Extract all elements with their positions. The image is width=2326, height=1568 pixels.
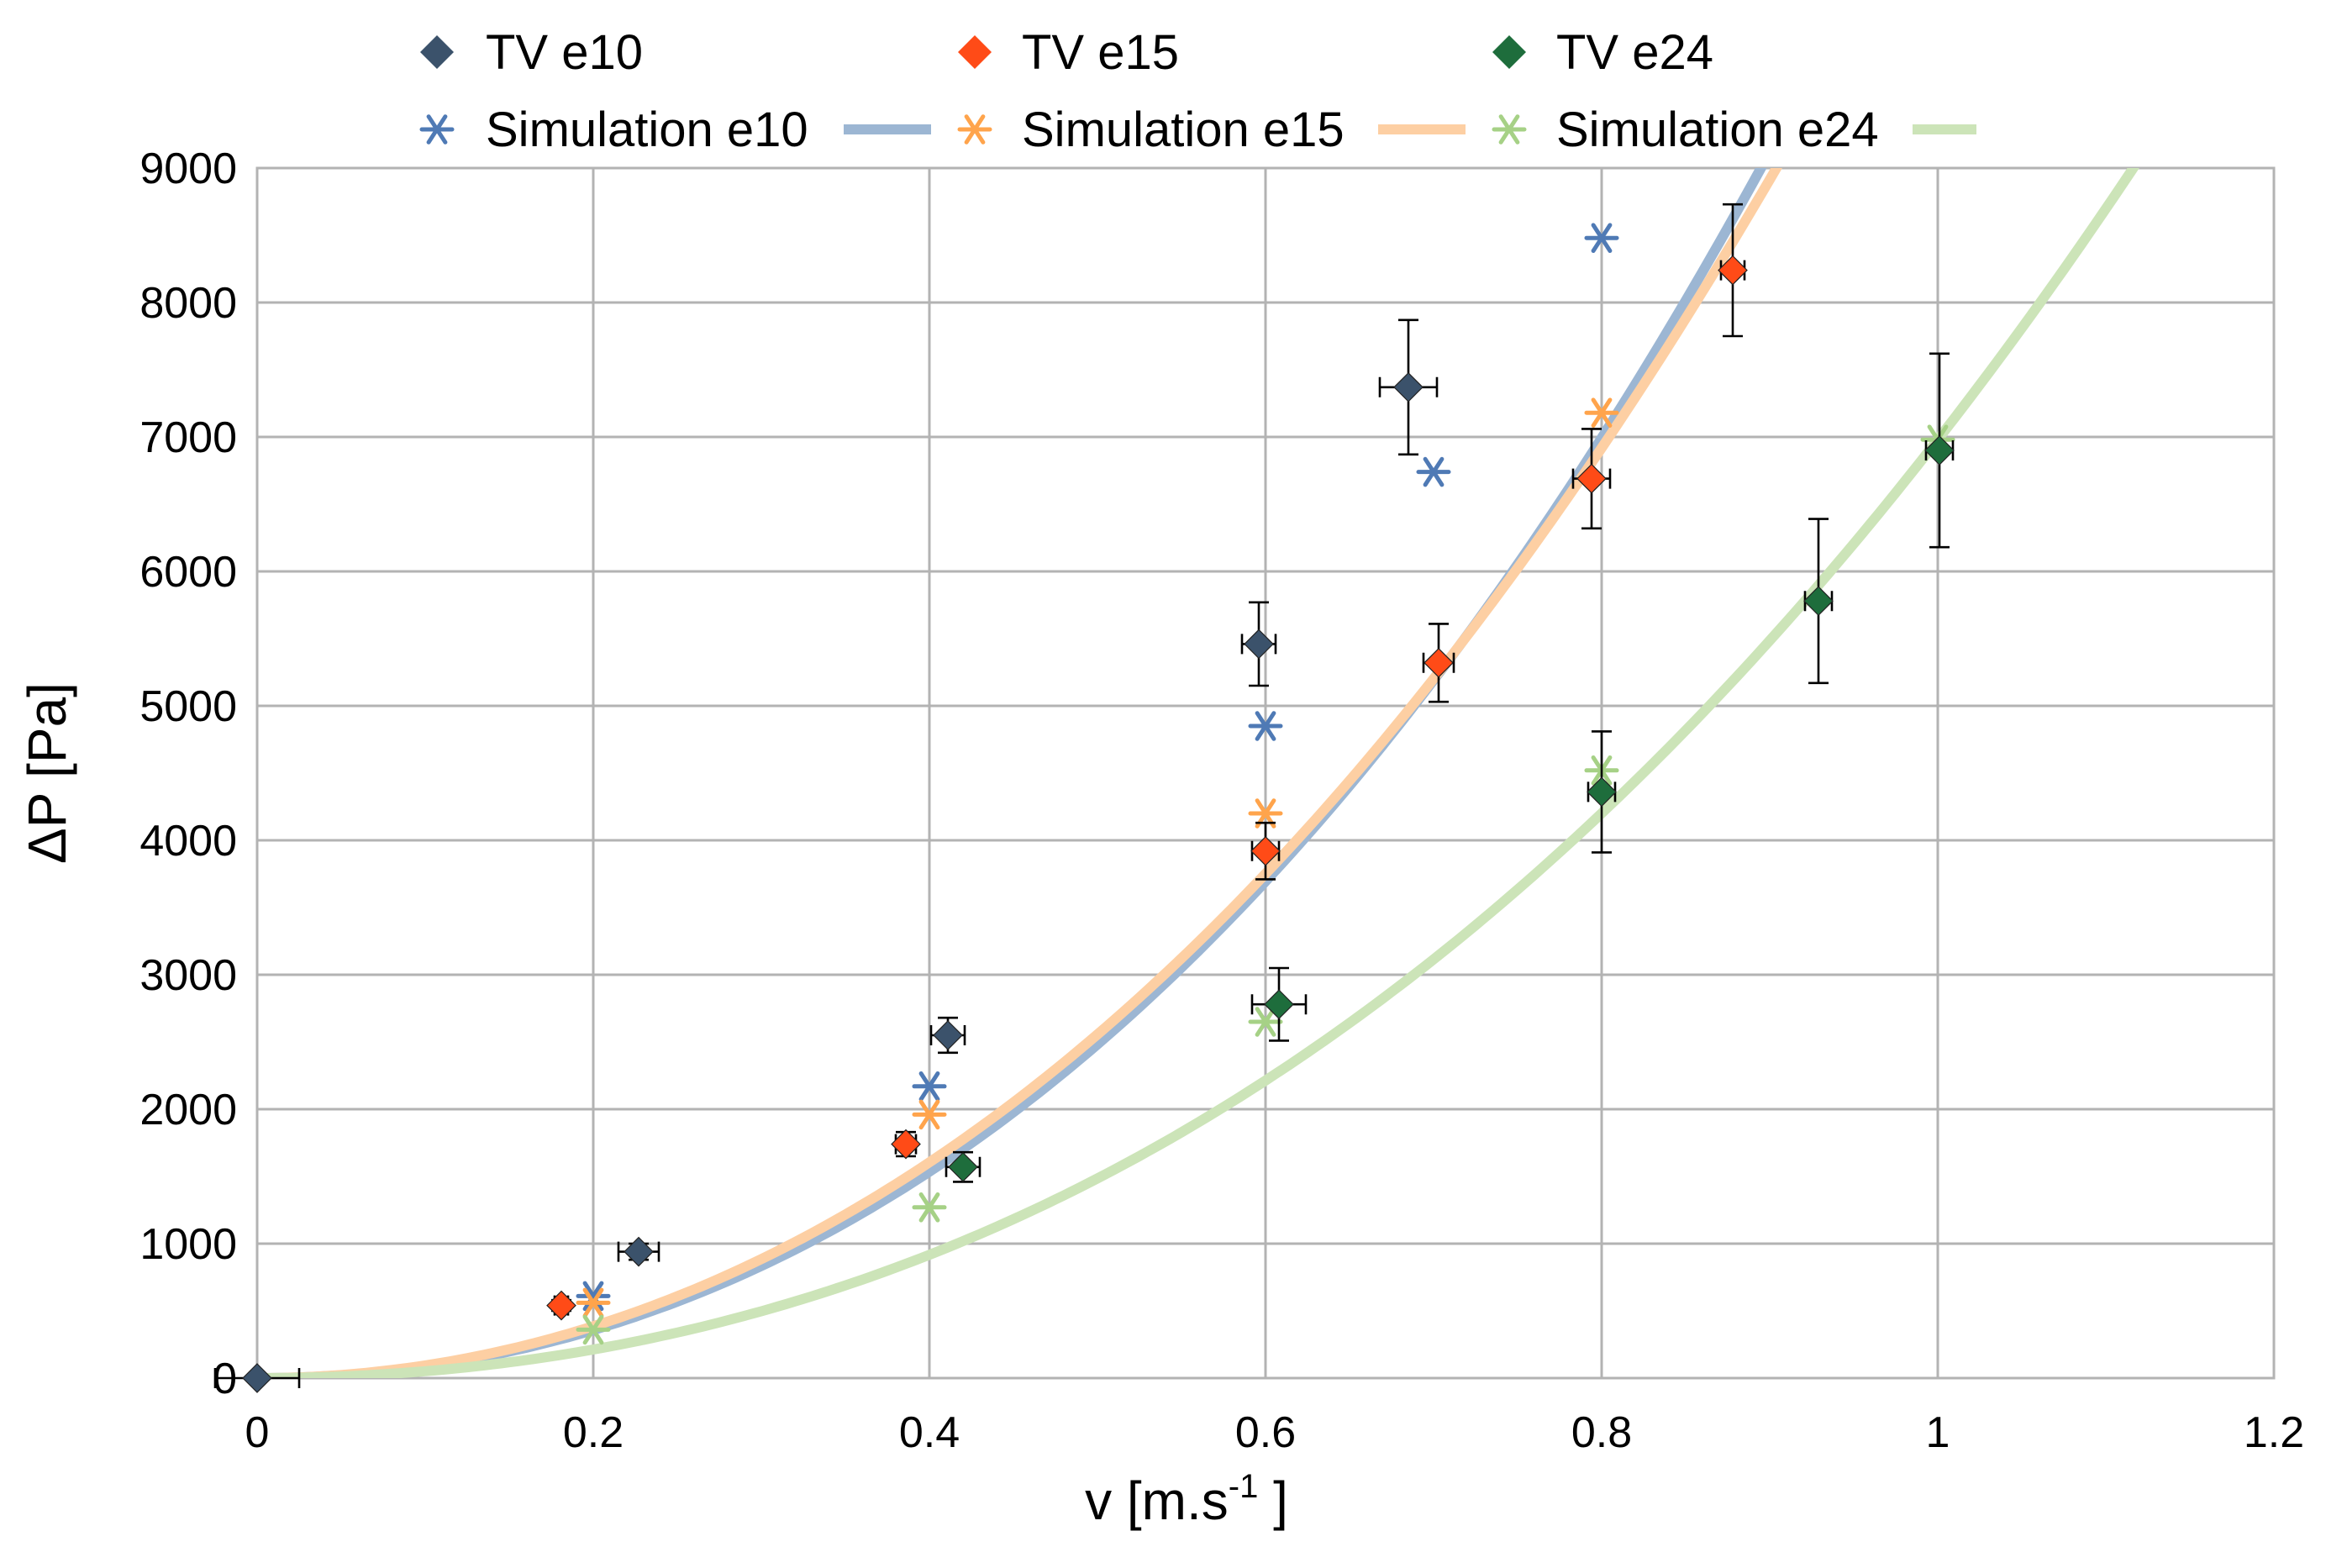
simulation-point — [912, 1099, 947, 1130]
x-tick-label: 1.2 — [2244, 1408, 2304, 1457]
legend-item-tv-e24: TV e24 — [1492, 25, 1713, 80]
x-tick-label: 0.8 — [1571, 1408, 1632, 1457]
diamond-marker — [242, 1363, 272, 1393]
simulation-point — [576, 1287, 611, 1318]
legend-label: Simulation e15 — [1022, 103, 1345, 157]
measured-point — [617, 1236, 660, 1267]
measured-point — [1924, 352, 1955, 549]
legend-item-tv-e15: TV e15 — [958, 25, 1179, 80]
legend-label: Simulation e10 — [486, 103, 808, 157]
measured-point — [1250, 821, 1281, 881]
y-tick-label: 8000 — [139, 279, 237, 328]
measured-point — [1718, 203, 1748, 338]
simulation-point — [1584, 397, 1619, 428]
measured-point — [1422, 623, 1455, 703]
legend-diamond-icon — [1492, 35, 1526, 69]
x-axis-title-main: v [m.s — [1085, 1471, 1229, 1531]
simulation-point — [1584, 223, 1619, 253]
x-tick-label: 1 — [1926, 1408, 1950, 1457]
diamond-marker — [1264, 989, 1294, 1020]
diamond-marker — [948, 1151, 978, 1182]
diamond-marker — [891, 1129, 921, 1160]
diamond-marker — [1393, 371, 1423, 403]
measured-points — [213, 203, 1955, 1393]
plot-frame — [255, 166, 2276, 1380]
legend-star-icon — [1492, 114, 1527, 145]
diamond-marker — [933, 1020, 963, 1050]
x-tick-labels: 0 0.2 0.4 0.6 0.8 1 1.2 — [245, 1408, 2305, 1457]
y-tick-label: 7000 — [139, 413, 237, 462]
diamond-marker — [1423, 647, 1454, 678]
measured-point — [546, 1290, 576, 1321]
star-glyph — [419, 114, 455, 145]
y-tick-label: 4000 — [139, 817, 237, 866]
legend-item-simulation-e24: Simulation e24 — [1492, 103, 1976, 157]
diamond-marker — [624, 1236, 654, 1267]
y-axis-title: ΔP [Pa] — [17, 682, 77, 864]
y-tick-label: 5000 — [139, 682, 237, 731]
measured-point — [1240, 601, 1277, 687]
simulation-point — [912, 1071, 947, 1102]
y-tick-label: 0 — [213, 1355, 237, 1403]
x-tick-label: 0.2 — [563, 1408, 624, 1457]
y-tick-label: 3000 — [139, 951, 237, 1000]
measured-point — [1803, 518, 1834, 685]
legend-label: TV e15 — [1022, 25, 1179, 80]
diamond-marker — [1803, 586, 1834, 617]
diamond-marker — [546, 1290, 576, 1321]
measured-point — [929, 1016, 966, 1055]
legend-star-icon — [957, 114, 992, 145]
x-axis-title-superscript: -1 — [1229, 1468, 1259, 1505]
y-tick-label: 2000 — [139, 1086, 237, 1134]
x-axis-title-end: ] — [1258, 1471, 1288, 1531]
legend-label: Simulation e24 — [1556, 103, 1879, 157]
x-tick-label: 0.4 — [899, 1408, 960, 1457]
simulation-point — [1248, 1007, 1283, 1037]
star-glyph — [1492, 114, 1527, 145]
measured-point — [213, 1363, 301, 1393]
y-tick-labels: 0 1000 2000 3000 4000 5000 6000 7000 8000 9000 — [139, 145, 237, 1403]
star-glyph — [957, 114, 992, 145]
diamond-marker — [1587, 776, 1617, 808]
x-axis-title: v [m.s-1 ] — [1085, 1468, 1288, 1531]
legend-label: TV e24 — [1556, 25, 1713, 80]
measured-point — [1250, 966, 1308, 1042]
measured-point — [945, 1150, 981, 1183]
legend-item-tv-e10: TV e10 — [420, 25, 643, 80]
legend-item-simulation-e10: Simulation e10 — [419, 103, 931, 157]
y-tick-label: 1000 — [139, 1220, 237, 1269]
measured-point — [891, 1129, 921, 1160]
legend-diamond-icon — [420, 35, 454, 69]
diamond-marker — [1924, 435, 1955, 466]
legend-diamond-icon — [958, 35, 992, 69]
simulation-point — [912, 1192, 947, 1223]
legend: TV e10 TV e15 TV e24 Simulation e10 Simu… — [419, 25, 1976, 157]
y-tick-label: 9000 — [139, 145, 237, 193]
diamond-marker — [1576, 463, 1607, 494]
simulation-point — [576, 1314, 611, 1345]
measured-point — [1587, 730, 1617, 854]
diamond-marker — [1250, 835, 1281, 866]
legend-item-simulation-e15: Simulation e15 — [957, 103, 1466, 157]
x-tick-label: 0 — [245, 1408, 270, 1457]
measured-point — [1571, 428, 1612, 530]
simulation-point — [1416, 456, 1451, 487]
y-tick-label: 6000 — [139, 548, 237, 597]
simulation-point — [1248, 711, 1283, 741]
diamond-marker — [1718, 255, 1748, 286]
legend-star-icon — [419, 114, 455, 145]
measured-point — [1378, 318, 1439, 456]
gridlines — [255, 166, 2276, 1380]
x-tick-label: 0.6 — [1235, 1408, 1296, 1457]
diamond-marker — [1244, 629, 1274, 660]
legend-label: TV e10 — [486, 25, 643, 80]
